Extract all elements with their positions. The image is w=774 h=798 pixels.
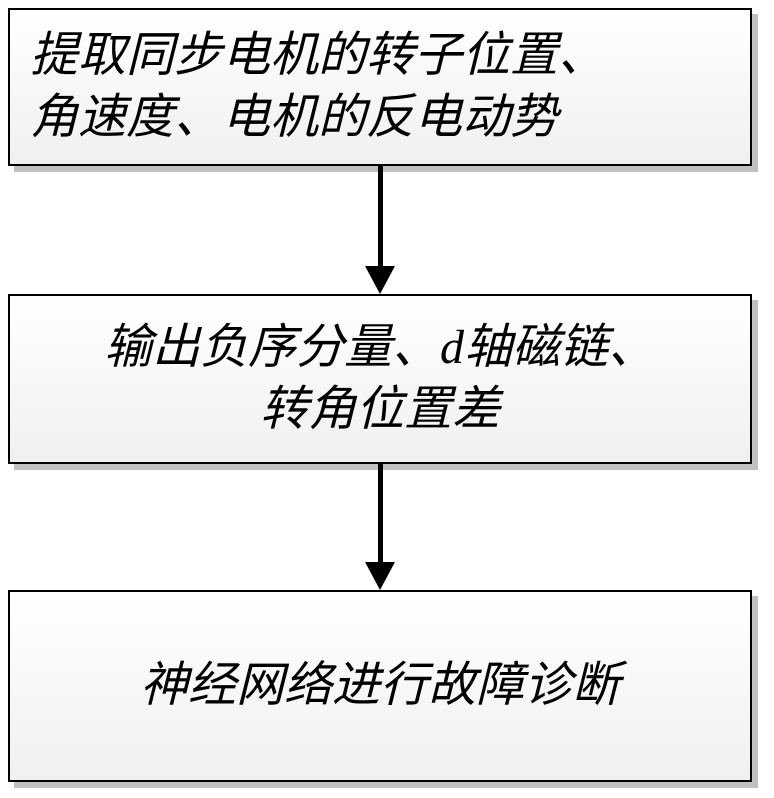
node-text: 输出负序分量、d轴磁链、 转角位置差: [30, 317, 730, 442]
flowchart-arrow-1: [365, 166, 395, 294]
flowchart-node-2: 输出负序分量、d轴磁链、 转角位置差: [8, 294, 752, 464]
node-text: 提取同步电机的转子位置、 角速度、电机的反电动势: [30, 25, 730, 150]
arrow-head-icon: [365, 266, 395, 294]
flowchart-container: 提取同步电机的转子位置、 角速度、电机的反电动势 输出负序分量、d轴磁链、 转角…: [8, 8, 766, 790]
node-box: 提取同步电机的转子位置、 角速度、电机的反电动势: [8, 8, 752, 166]
flowchart-node-1: 提取同步电机的转子位置、 角速度、电机的反电动势: [8, 8, 752, 166]
flowchart-arrow-2: [365, 464, 395, 590]
node-text: 神经网络进行故障诊断: [30, 655, 730, 717]
arrow-head-icon: [365, 562, 395, 590]
node-box: 神经网络进行故障诊断: [8, 590, 752, 782]
arrow-line: [378, 166, 383, 266]
node-box: 输出负序分量、d轴磁链、 转角位置差: [8, 294, 752, 464]
flowchart-node-3: 神经网络进行故障诊断: [8, 590, 752, 782]
arrow-line: [378, 464, 383, 562]
